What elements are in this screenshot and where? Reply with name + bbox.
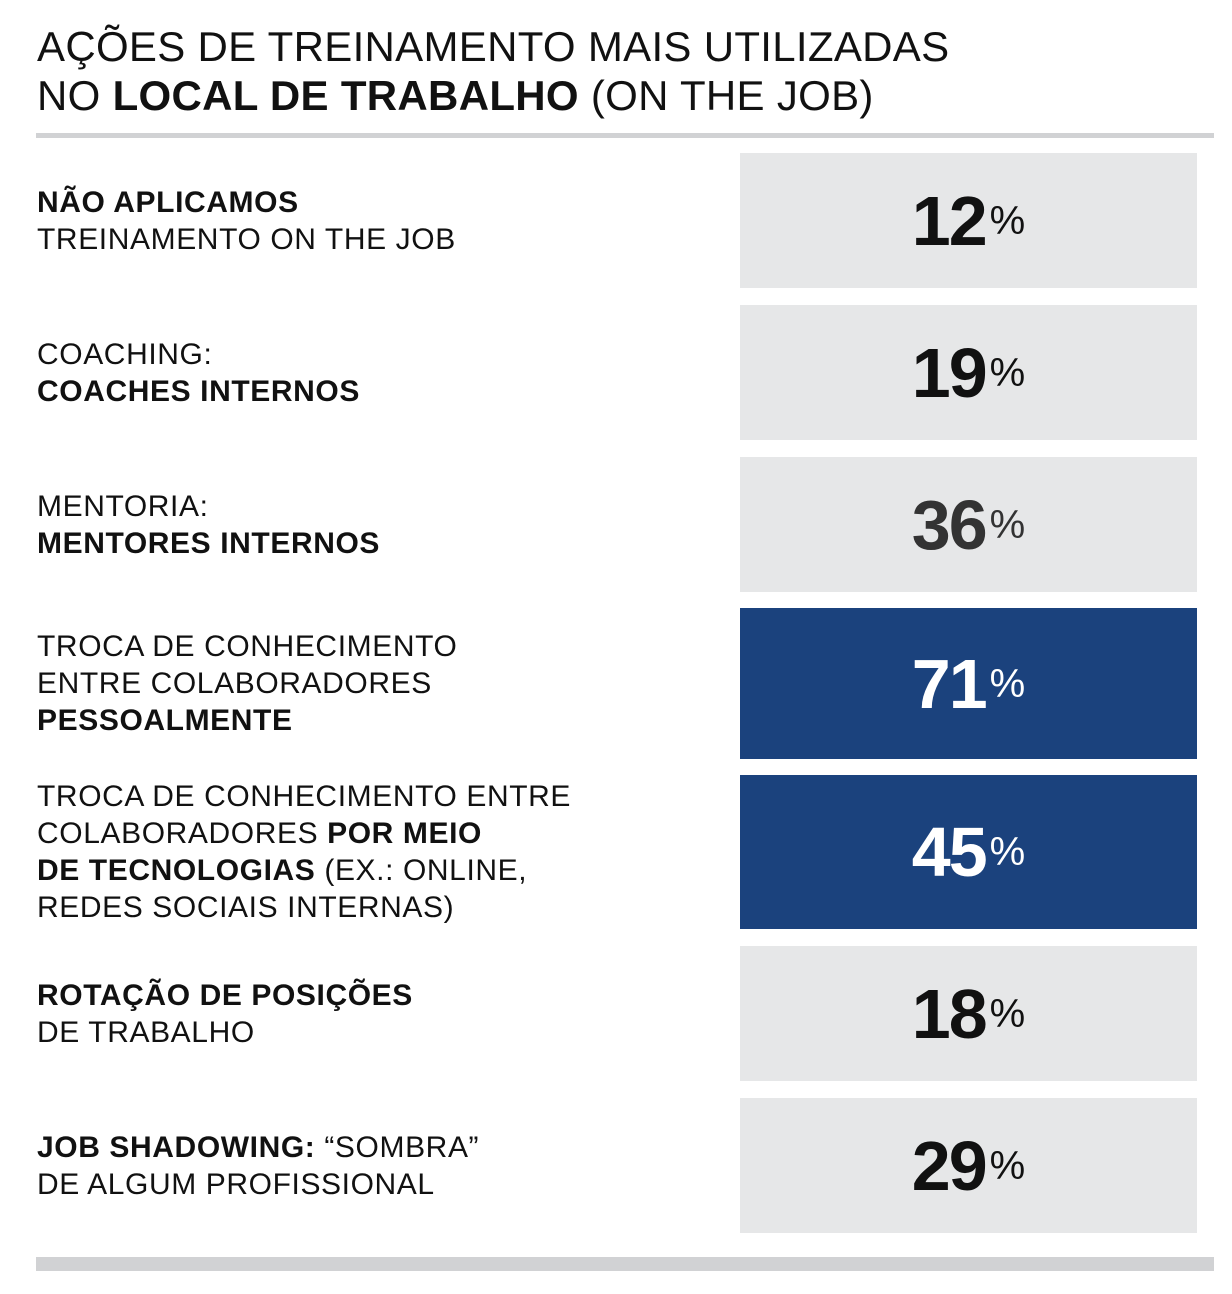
- title-bold-text: LOCAL DE TRABALHO: [112, 72, 579, 119]
- table-row: ROTAÇÃO DE POSIÇÕES DE TRABALHO 18%: [0, 946, 1232, 1081]
- label-text: REDES SOCIAIS INTERNAS): [37, 891, 455, 924]
- table-row: COACHING: COACHES INTERNOS 19%: [0, 305, 1232, 440]
- label-line: PESSOALMENTE: [37, 702, 457, 739]
- value-box: 29%: [740, 1098, 1197, 1233]
- value-box: 18%: [740, 946, 1197, 1081]
- row-label: ROTAÇÃO DE POSIÇÕES DE TRABALHO: [37, 946, 413, 1081]
- label-bold-text: COACHES INTERNOS: [37, 374, 360, 408]
- label-text: TROCA DE CONHECIMENTO ENTRE: [37, 780, 572, 813]
- value-box: 36%: [740, 457, 1197, 592]
- percent-sign: %: [989, 1143, 1026, 1188]
- top-divider: [36, 133, 1214, 138]
- percent-sign: %: [989, 350, 1026, 395]
- label-line: ENTRE COLABORADORES: [37, 665, 457, 702]
- title-text: NO: [37, 72, 113, 119]
- value-number: 36: [911, 485, 988, 564]
- title-line-1: AÇÕES DE TREINAMENTO MAIS UTILIZADAS: [37, 23, 950, 70]
- label-bold-text: POR MEIO: [327, 817, 482, 850]
- row-label: JOB SHADOWING: “SOMBRA” DE ALGUM PROFISSI…: [37, 1098, 479, 1233]
- percent-sign: %: [989, 991, 1026, 1036]
- label-line: COACHING:: [37, 336, 360, 373]
- label-bold-text: NÃO APLICAMOS: [37, 185, 299, 219]
- label-bold-text: JOB SHADOWING:: [37, 1130, 316, 1164]
- value-number: 19: [911, 333, 988, 412]
- row-label: COACHING: COACHES INTERNOS: [37, 305, 360, 440]
- table-row: NÃO APLICAMOS TREINAMENTO ON THE JOB 12%: [0, 153, 1232, 288]
- value-number: 12: [911, 181, 988, 260]
- label-line: DE TECNOLOGIAS (EX.: ONLINE,: [37, 852, 571, 889]
- label-line: TREINAMENTO ON THE JOB: [37, 221, 456, 258]
- percent-sign: %: [989, 830, 1026, 874]
- value-box: 12%: [740, 153, 1197, 288]
- label-bold-text: PESSOALMENTE: [37, 704, 293, 737]
- table-row: MENTORIA: MENTORES INTERNOS 36%: [0, 457, 1232, 592]
- label-text: COLABORADORES: [37, 817, 328, 850]
- label-text: (EX.: ONLINE,: [315, 854, 528, 887]
- value-number: 45: [911, 813, 988, 891]
- row-label: NÃO APLICAMOS TREINAMENTO ON THE JOB: [37, 153, 456, 288]
- percent-sign: %: [989, 661, 1026, 706]
- row-label: TROCA DE CONHECIMENTO ENTRE COLABORADORES…: [37, 608, 457, 759]
- row-label: TROCA DE CONHECIMENTO ENTRE COLABORADORES…: [37, 775, 571, 929]
- value-number: 18: [911, 974, 988, 1053]
- title-text: (ON THE JOB): [578, 72, 874, 119]
- label-line: DE ALGUM PROFISSIONAL: [37, 1166, 479, 1203]
- label-line: DE TRABALHO: [37, 1014, 413, 1051]
- label-line: TROCA DE CONHECIMENTO: [37, 628, 457, 665]
- page-title: AÇÕES DE TREINAMENTO MAIS UTILIZADAS NO …: [37, 22, 949, 120]
- value-box: 71%: [740, 608, 1197, 759]
- label-line: MENTORES INTERNOS: [37, 525, 380, 562]
- label-text: TREINAMENTO ON THE JOB: [37, 222, 456, 256]
- percent-sign: %: [989, 198, 1026, 243]
- label-bold-text: MENTORES INTERNOS: [37, 526, 381, 560]
- bottom-divider: [36, 1257, 1214, 1271]
- value-number: 29: [911, 1126, 988, 1205]
- table-row: JOB SHADOWING: “SOMBRA” DE ALGUM PROFISSI…: [0, 1098, 1232, 1233]
- label-text: DE ALGUM PROFISSIONAL: [37, 1167, 435, 1201]
- value-box: 45%: [740, 775, 1197, 929]
- title-line-2: NO LOCAL DE TRABALHO (ON THE JOB): [37, 71, 949, 120]
- table-row: TROCA DE CONHECIMENTO ENTRE COLABORADORES…: [0, 608, 1232, 759]
- table-row: TROCA DE CONHECIMENTO ENTRE COLABORADORES…: [0, 775, 1232, 929]
- label-text: DE TRABALHO: [37, 1015, 255, 1049]
- label-bold-text: DE TECNOLOGIAS: [37, 854, 316, 887]
- percent-sign: %: [989, 502, 1026, 547]
- label-text: ENTRE COLABORADORES: [37, 667, 432, 700]
- label-line: COLABORADORES POR MEIO: [37, 815, 571, 852]
- label-line: REDES SOCIAIS INTERNAS): [37, 889, 571, 926]
- label-line: MENTORIA:: [37, 488, 380, 525]
- value-number: 71: [911, 644, 988, 723]
- label-text: TROCA DE CONHECIMENTO: [37, 630, 458, 663]
- label-line: ROTAÇÃO DE POSIÇÕES: [37, 977, 413, 1014]
- value-box: 19%: [740, 305, 1197, 440]
- label-text: “SOMBRA”: [315, 1130, 480, 1164]
- label-line: COACHES INTERNOS: [37, 373, 360, 410]
- label-text: COACHING:: [37, 337, 213, 371]
- label-text: MENTORIA:: [37, 489, 209, 523]
- label-line: JOB SHADOWING: “SOMBRA”: [37, 1129, 479, 1166]
- label-line: NÃO APLICAMOS: [37, 184, 456, 221]
- label-bold-text: ROTAÇÃO DE POSIÇÕES: [37, 978, 413, 1012]
- label-line: TROCA DE CONHECIMENTO ENTRE: [37, 778, 571, 815]
- row-label: MENTORIA: MENTORES INTERNOS: [37, 457, 380, 592]
